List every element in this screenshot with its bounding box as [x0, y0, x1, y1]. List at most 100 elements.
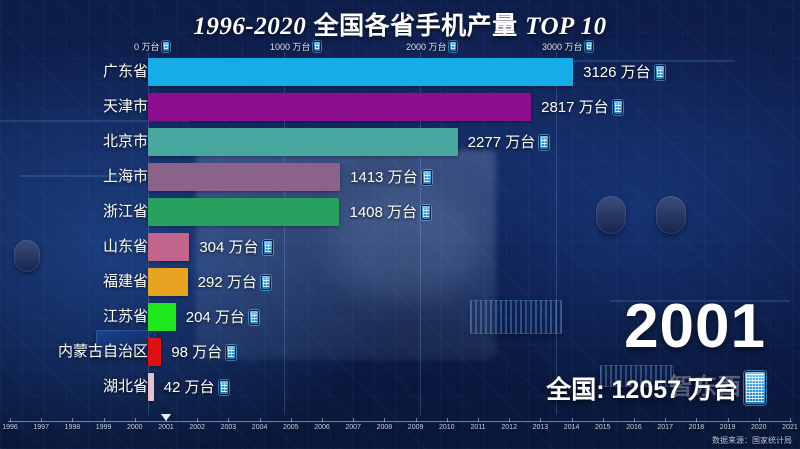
phone-icon — [260, 275, 271, 290]
phone-icon — [448, 41, 457, 52]
page-title: 1996-2020 全国各省手机产量 TOP 10 — [0, 6, 800, 42]
timeline-tick[interactable] — [665, 418, 667, 422]
timeline-current-marker[interactable] — [161, 414, 171, 421]
timeline-tick[interactable] — [790, 418, 791, 422]
bar-value-text: 204 万台 — [185, 308, 245, 326]
bar[interactable] — [148, 303, 176, 331]
timeline-tick[interactable] — [446, 418, 448, 422]
bar-category-label: 北京市 — [102, 133, 148, 150]
bar-category-label: 湖北省 — [102, 378, 148, 395]
bar[interactable] — [148, 163, 341, 191]
timeline-year-label[interactable]: 2021 — [782, 424, 798, 431]
bar[interactable] — [148, 268, 188, 296]
bar-category-label: 上海市 — [102, 168, 148, 185]
timeline-tick[interactable] — [259, 418, 261, 422]
timeline-year-label[interactable]: 2003 — [220, 424, 237, 431]
timeline-year-label[interactable]: 2020 — [751, 424, 767, 431]
timeline-year-label[interactable]: 2017 — [657, 424, 673, 431]
bar-row: 上海市 1413 万台 — [0, 160, 800, 195]
timeline-year-label[interactable]: 2005 — [283, 424, 299, 431]
timeline-tick[interactable] — [41, 418, 43, 422]
bar-value-text: 98 万台 — [171, 343, 223, 361]
timeline-tick[interactable] — [415, 418, 417, 422]
timeline-year-label[interactable]: 2006 — [314, 424, 330, 431]
national-total: 全国: 12057 万台 — [546, 370, 766, 406]
timeline-tick[interactable] — [290, 418, 292, 422]
bar-category-label: 江苏省 — [102, 308, 148, 325]
timeline-tick[interactable] — [134, 418, 136, 422]
timeline-tick[interactable] — [384, 418, 386, 422]
timeline-tick[interactable] — [540, 418, 542, 422]
circuit-chip — [470, 300, 562, 334]
timeline-year-label[interactable]: 1999 — [95, 424, 112, 431]
bar[interactable] — [148, 373, 154, 401]
timeline-year-label[interactable]: 2002 — [189, 424, 205, 431]
bar-row: 内蒙古自治区 98 万台 — [0, 335, 800, 370]
bar-container — [148, 373, 154, 401]
timeline-year-label[interactable]: 2019 — [719, 424, 736, 431]
timeline-year-label[interactable]: 1997 — [33, 424, 49, 431]
circuit-chip — [600, 365, 674, 387]
bar-value-label: 2817 万台 — [541, 90, 623, 125]
axis-gridline — [420, 52, 421, 415]
timeline-tick[interactable] — [696, 418, 698, 422]
bar-rows: 广东省 3126 万台 天津市 2817 万台 北京市 2277 万台 上海市 1413 万台… — [0, 55, 800, 405]
bar-value-label: 3126 万台 — [583, 55, 665, 90]
bar-row: 湖北省 42 万台 — [0, 370, 800, 405]
timeline-year-label[interactable]: 2018 — [688, 424, 705, 431]
circuit-trace — [0, 120, 190, 122]
bar-value-text: 1408 万台 — [349, 203, 418, 221]
timeline-tick[interactable] — [478, 418, 479, 422]
timeline-year-label[interactable]: 2014 — [563, 424, 580, 431]
phone-icon — [218, 380, 229, 395]
bar-value-text: 2817 万台 — [541, 98, 609, 116]
timeline-year-label[interactable]: 2001 — [158, 424, 174, 431]
watermark-logo: 智东西 — [670, 373, 742, 399]
timeline-year-label[interactable]: 1998 — [64, 424, 81, 431]
timeline-tick[interactable] — [353, 418, 355, 422]
timeline-year-label[interactable]: 2000 — [127, 424, 143, 431]
bar[interactable] — [148, 128, 458, 156]
timeline-year-label[interactable]: 2009 — [407, 424, 424, 431]
timeline-tick[interactable] — [571, 418, 573, 422]
timeline-tick[interactable] — [72, 418, 74, 422]
phone-icon — [539, 135, 550, 150]
timeline-year-label[interactable]: 2016 — [626, 424, 642, 431]
bar-category-label: 山东省 — [102, 238, 148, 255]
bar[interactable] — [148, 338, 162, 366]
bar-row: 浙江省 1408 万台 — [0, 195, 800, 230]
timeline-year-label[interactable]: 2004 — [251, 424, 268, 431]
national-total-label: 全国: 12057 万台 — [546, 376, 738, 404]
timeline-year-label[interactable]: 2011 — [470, 424, 486, 431]
timeline-year-label[interactable]: 2010 — [439, 424, 455, 431]
bar[interactable] — [148, 233, 190, 261]
timeline-tick[interactable] — [727, 418, 729, 422]
timeline-year-label[interactable]: 2008 — [376, 424, 393, 431]
year-display: 2001 — [624, 292, 766, 361]
timeline-tick[interactable] — [758, 418, 760, 422]
timeline-year-label[interactable]: 2012 — [501, 424, 517, 431]
bar-value-text: 304 万台 — [199, 238, 259, 256]
phone-icon — [248, 310, 259, 325]
timeline-tick[interactable] — [634, 418, 635, 422]
timeline-year-label[interactable]: 2007 — [345, 424, 361, 431]
bar-row: 北京市 2277 万台 — [0, 125, 800, 160]
bar-container — [148, 268, 188, 296]
timeline-tick[interactable] — [509, 418, 511, 422]
timeline-year-label[interactable]: 2013 — [532, 424, 549, 431]
timeline-year-label[interactable]: 1996 — [2, 424, 18, 431]
timeline-tick[interactable] — [228, 418, 230, 422]
timeline-tick[interactable] — [602, 418, 604, 422]
timeline-tick[interactable] — [322, 418, 323, 422]
capacitor — [14, 240, 40, 272]
bar[interactable] — [148, 93, 532, 121]
phone-icon — [654, 65, 665, 80]
timeline-tick[interactable] — [197, 418, 199, 422]
timeline-year-label[interactable]: 2015 — [595, 424, 611, 431]
title-top-label: TOP 10 — [525, 13, 607, 40]
bar[interactable] — [148, 58, 574, 86]
axis-tick-text: 1000 万台 — [270, 42, 311, 52]
bar[interactable] — [148, 198, 340, 226]
timeline-tick[interactable] — [10, 418, 11, 422]
timeline-tick[interactable] — [103, 418, 105, 422]
